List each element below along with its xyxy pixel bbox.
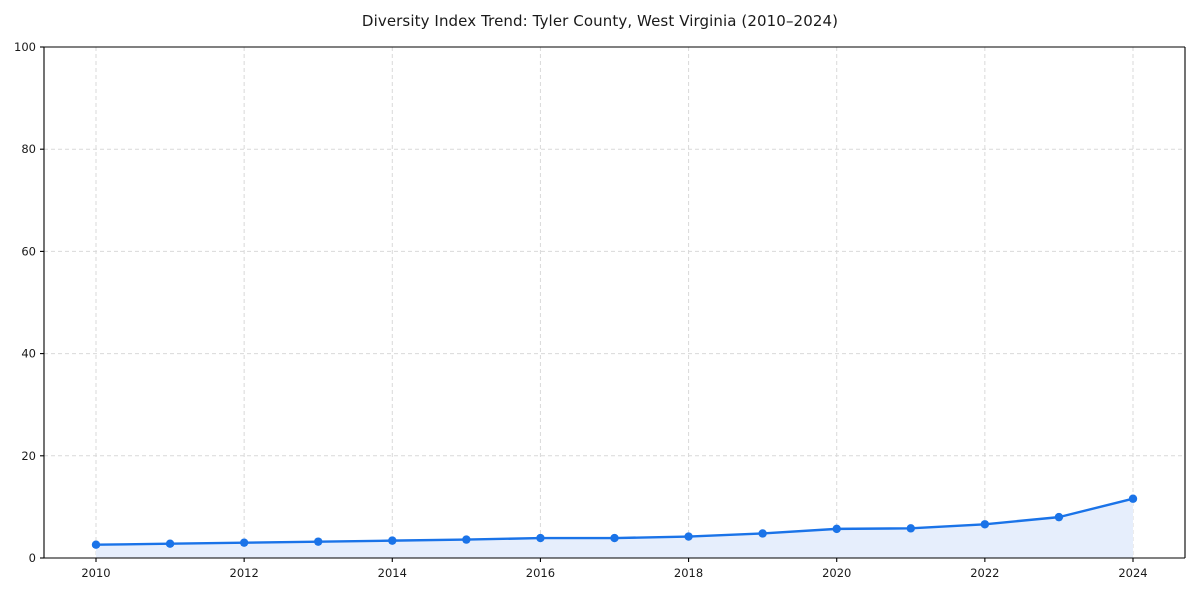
data-markers[interactable] (91, 494, 1138, 549)
y-axis-tick-labels: 0 20 40 60 80 100 (14, 40, 36, 565)
x-axis-tick-labels: 2010 2012 2014 2016 2018 2020 2022 2024 (81, 566, 1147, 580)
data-point-marker[interactable] (832, 524, 841, 534)
axis-lines (43, 46, 1186, 559)
data-point-marker[interactable] (684, 532, 693, 541)
chart-title: Diversity Index Trend: Tyler County, Wes… (361, 12, 839, 30)
data-point-marker[interactable] (1128, 494, 1138, 503)
x-axis-tick-label: 2012 (230, 566, 259, 580)
x-axis-tick-label: 2024 (1118, 566, 1147, 580)
y-axis-tick-label: 40 (21, 347, 36, 361)
x-axis-tick-label: 2022 (970, 566, 999, 580)
y-axis-tick-label: 20 (21, 449, 36, 463)
axis-ticks (40, 46, 1134, 562)
data-point-marker[interactable] (758, 529, 767, 538)
data-point-marker[interactable] (388, 536, 397, 545)
y-axis-tick-label: 0 (29, 551, 36, 565)
data-point-marker[interactable] (91, 540, 101, 549)
x-axis-tick-label: 2014 (378, 566, 407, 580)
data-point-marker[interactable] (906, 524, 915, 533)
data-point-marker[interactable] (980, 520, 990, 529)
data-point-marker[interactable] (536, 533, 545, 543)
data-point-marker[interactable] (314, 537, 323, 546)
area-fill (96, 498, 1133, 558)
data-point-marker[interactable] (610, 533, 619, 543)
data-point-marker[interactable] (165, 539, 175, 548)
data-point-marker[interactable] (1054, 512, 1064, 522)
x-axis-tick-label: 2016 (526, 566, 555, 580)
data-point-marker[interactable] (239, 538, 249, 547)
x-axis-tick-label: 2020 (822, 566, 851, 580)
y-axis-tick-label: 60 (21, 244, 36, 258)
x-axis-tick-label: 2018 (674, 566, 703, 580)
grid-lines (44, 46, 1185, 559)
x-axis-tick-label: 2010 (81, 566, 110, 580)
y-axis-tick-label: 100 (14, 40, 36, 54)
area-fill-path (96, 498, 1133, 558)
y-axis-tick-label: 80 (21, 142, 36, 156)
data-point-marker[interactable] (462, 535, 471, 544)
